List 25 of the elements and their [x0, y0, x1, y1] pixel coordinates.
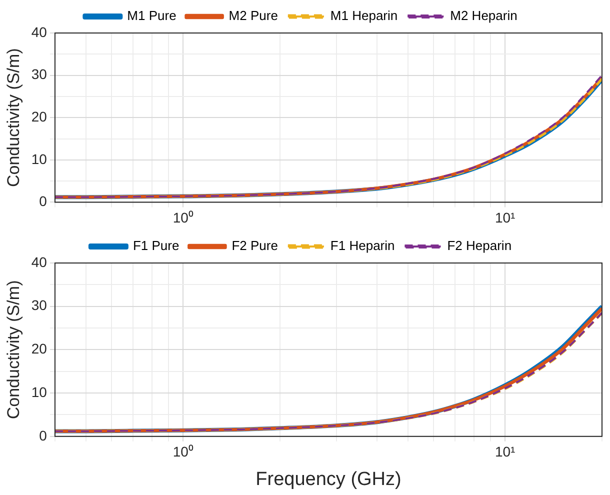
legend-label: M1 Pure	[127, 8, 176, 24]
legend-label: M2 Pure	[228, 8, 278, 24]
x-tick-label: 10¹	[494, 444, 516, 460]
legend-label: F2 Pure	[232, 238, 278, 254]
y-tick-label: 40	[31, 24, 48, 40]
y-axis-title: Conductivity (S/m)	[4, 280, 23, 420]
y-tick-label: 30	[31, 297, 48, 314]
legend-label: M2 Heparin	[450, 8, 518, 24]
y-tick-label: 20	[31, 108, 48, 124]
y-tick-label: 0	[39, 427, 48, 444]
y-tick-label: 40	[31, 254, 48, 270]
y-tick-label: 10	[31, 150, 48, 167]
y-tick-label: 0	[39, 193, 48, 210]
legend-label: M1 Heparin	[330, 8, 398, 24]
y-tick-label: 20	[31, 340, 48, 357]
legend-label: F2 Heparin	[447, 238, 512, 254]
y-axis-title: Conductivity (S/m)	[4, 48, 23, 188]
y-tick-label: 30	[31, 66, 48, 82]
x-axis-title: Frequency (GHz)	[256, 468, 402, 490]
legend-label: F1 Pure	[132, 238, 180, 254]
x-tick-label: 10⁰	[172, 209, 194, 226]
x-tick-label: 10¹	[494, 209, 516, 226]
y-tick-label: 10	[31, 384, 48, 400]
x-tick-label: 10⁰	[172, 444, 194, 460]
legend-label: F1 Heparin	[330, 238, 395, 254]
